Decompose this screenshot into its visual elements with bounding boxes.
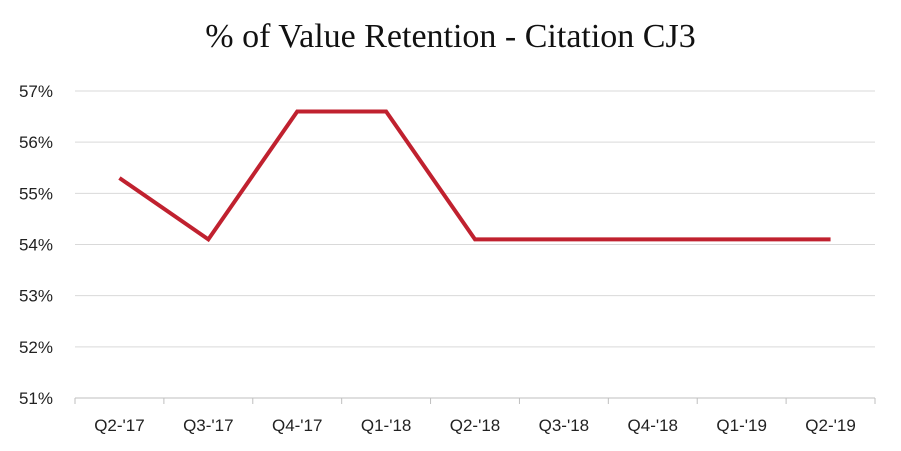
- series-line: [118, 109, 831, 243]
- x-tick-label: Q1-'18: [361, 416, 412, 435]
- y-tick-label: 54%: [19, 236, 53, 255]
- x-tick-label: Q1-'19: [716, 416, 767, 435]
- x-axis-tick-labels: Q2-'17 Q3-'17 Q4-'17 Q1-'18 Q2-'18 Q3-'18 Q4-'…: [94, 416, 856, 435]
- y-tick-label: 51%: [19, 389, 53, 408]
- x-tick-label: Q2-'18: [450, 416, 501, 435]
- y-axis-tick-labels: 51% 52% 53% 54% 55% 56% 57%: [19, 82, 53, 408]
- x-tick-label: Q3-'17: [183, 416, 234, 435]
- x-tick-label: Q2-'19: [805, 416, 856, 435]
- y-tick-label: 52%: [19, 338, 53, 357]
- y-tick-label: 53%: [19, 287, 53, 306]
- gridlines: [75, 90, 875, 348]
- x-tick-label: Q2-'17: [94, 416, 145, 435]
- x-tick-label: Q4-'17: [272, 416, 323, 435]
- series-lines: [118, 109, 831, 243]
- y-tick-label: 55%: [19, 184, 53, 203]
- x-tick-label: Q3-'18: [539, 416, 590, 435]
- x-tick-label: Q4-'18: [628, 416, 679, 435]
- y-tick-label: 57%: [19, 82, 53, 101]
- x-axis: [74, 397, 876, 404]
- chart-title: % of Value Retention - Citation CJ3: [205, 18, 696, 55]
- y-tick-label: 56%: [19, 133, 53, 152]
